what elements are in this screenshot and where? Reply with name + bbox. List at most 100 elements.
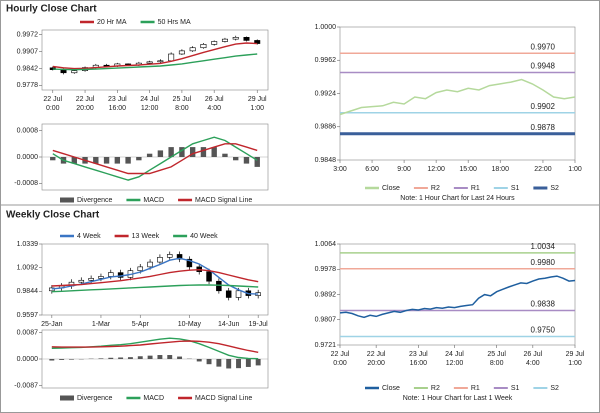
candle-body	[186, 258, 193, 268]
legend-label: MACD Signal Line	[195, 395, 252, 402]
candle-body	[108, 272, 114, 277]
y-tick-label: 0.9844	[17, 288, 39, 295]
level-label: 0.9750	[531, 326, 556, 335]
divergence-bar	[59, 359, 65, 360]
x-tick-label: 22 Jul 0:00	[43, 96, 62, 112]
divergence-bar	[118, 357, 124, 359]
legend-label: MACD	[143, 395, 164, 402]
y-tick-label: 0.0087	[17, 329, 39, 336]
y-tick-label: 0.9924	[315, 90, 337, 97]
section-title: Hourly Close Chart	[6, 4, 97, 15]
y-tick-label: 0.0000	[17, 154, 39, 161]
divergence-bar	[255, 359, 261, 366]
divergence-bar	[157, 150, 164, 157]
divergence-bar	[71, 157, 77, 164]
y-tick-label: 0.9778	[17, 82, 39, 89]
divergence-bar	[243, 157, 250, 164]
y-tick-label: 1.0092	[17, 264, 39, 271]
x-tick-label: 29 Jul 1:00	[566, 351, 585, 367]
legend-label: S1	[511, 185, 520, 192]
divergence-bar	[108, 357, 114, 359]
legend-label: Close	[382, 385, 400, 392]
level-label: 0.9838	[531, 300, 556, 309]
y-tick-label: 1.0064	[315, 241, 337, 248]
x-tick-label: 23 Jul 16:00	[409, 351, 428, 367]
candle-body	[221, 38, 228, 42]
section-title: Weekly Close Chart	[6, 210, 100, 221]
y-tick-label: 0.9842	[17, 65, 39, 72]
divergence-bar	[103, 157, 110, 164]
series-line	[51, 257, 259, 295]
x-tick-label: 26 Jul 4:00	[523, 351, 542, 367]
candle-body	[235, 290, 242, 298]
candle-body	[146, 61, 153, 64]
y-tick-label: -0.0008	[14, 180, 38, 187]
x-tick-label: 10-May	[178, 321, 202, 328]
divergence-bar	[50, 157, 56, 161]
divergence-bar	[216, 359, 222, 367]
candle-body	[243, 37, 250, 41]
divergence-bar	[69, 359, 74, 360]
x-tick-label: 24 Jul 12:00	[140, 96, 159, 112]
y-tick-label: 1.0339	[17, 241, 39, 248]
legend-label: 50 Hrs MA	[158, 19, 191, 26]
level-label: 1.0034	[531, 242, 556, 251]
legend-label: Divergence	[77, 197, 113, 204]
candle-body	[147, 261, 153, 268]
legend-label: MACD	[143, 197, 164, 204]
series-line	[51, 337, 259, 360]
x-tick-label: 14-Jun	[218, 321, 240, 328]
series-line	[52, 143, 258, 175]
chart-note: Note: 1 Hour Chart for Last 24 Hours	[400, 195, 515, 202]
divergence-bar	[179, 147, 185, 157]
x-tick-label: 29 Jul 1:00	[248, 96, 267, 112]
candle-body	[137, 266, 144, 271]
divergence-bar	[245, 359, 251, 367]
x-tick-label: 5-Apr	[132, 321, 150, 328]
legend-label: 40 Week	[190, 233, 218, 240]
divergence-bar	[147, 355, 153, 359]
candle-body	[225, 290, 232, 298]
candle-body	[98, 276, 104, 279]
legend-label: S2	[550, 385, 559, 392]
divergence-bar	[211, 147, 217, 157]
candle-body	[168, 53, 175, 62]
candle-body	[206, 271, 212, 282]
divergence-bar	[49, 359, 55, 361]
x-tick-label: 22 Jul 20:00	[367, 351, 386, 367]
divergence-bar	[98, 358, 104, 359]
candle-body	[176, 254, 183, 260]
divergence-bar	[254, 157, 260, 167]
x-tick-label: 22 Jul 0:00	[331, 351, 350, 367]
divergence-bar	[146, 153, 153, 157]
divergence-bar	[222, 153, 228, 157]
level-label: 0.9948	[531, 62, 556, 71]
series-line	[51, 340, 259, 353]
x-tick-label: 24 Jul 12:00	[445, 351, 464, 367]
legend-label: S2	[550, 185, 559, 192]
x-tick-label: 1-Mar	[92, 321, 111, 328]
y-tick-label: 0.9848	[315, 157, 337, 164]
divergence-bar	[136, 157, 142, 161]
divergence-bar	[226, 359, 232, 369]
level-label: 0.9902	[531, 102, 556, 111]
y-tick-label: 0.9907	[17, 48, 39, 55]
divergence-bar	[189, 147, 196, 157]
x-tick-label: 25-Jan	[41, 321, 63, 328]
y-tick-label: 0.9972	[17, 32, 39, 39]
y-tick-label: 0.9807	[315, 317, 337, 324]
x-tick-label: 18:00	[491, 166, 509, 173]
candle-body	[232, 37, 239, 40]
series-line	[52, 42, 258, 70]
divergence-bar	[233, 157, 239, 161]
y-tick-label: 0.9597	[17, 312, 39, 319]
candle-body	[189, 47, 196, 52]
candle-body	[216, 280, 222, 292]
y-tick-label: 1.0000	[315, 24, 337, 31]
legend-label: S1	[511, 385, 520, 392]
candle-body	[157, 60, 164, 63]
divergence-bar	[206, 359, 212, 365]
candle-body	[166, 254, 173, 258]
legend-label: R1	[471, 385, 480, 392]
x-tick-label: 6:00	[365, 166, 379, 173]
